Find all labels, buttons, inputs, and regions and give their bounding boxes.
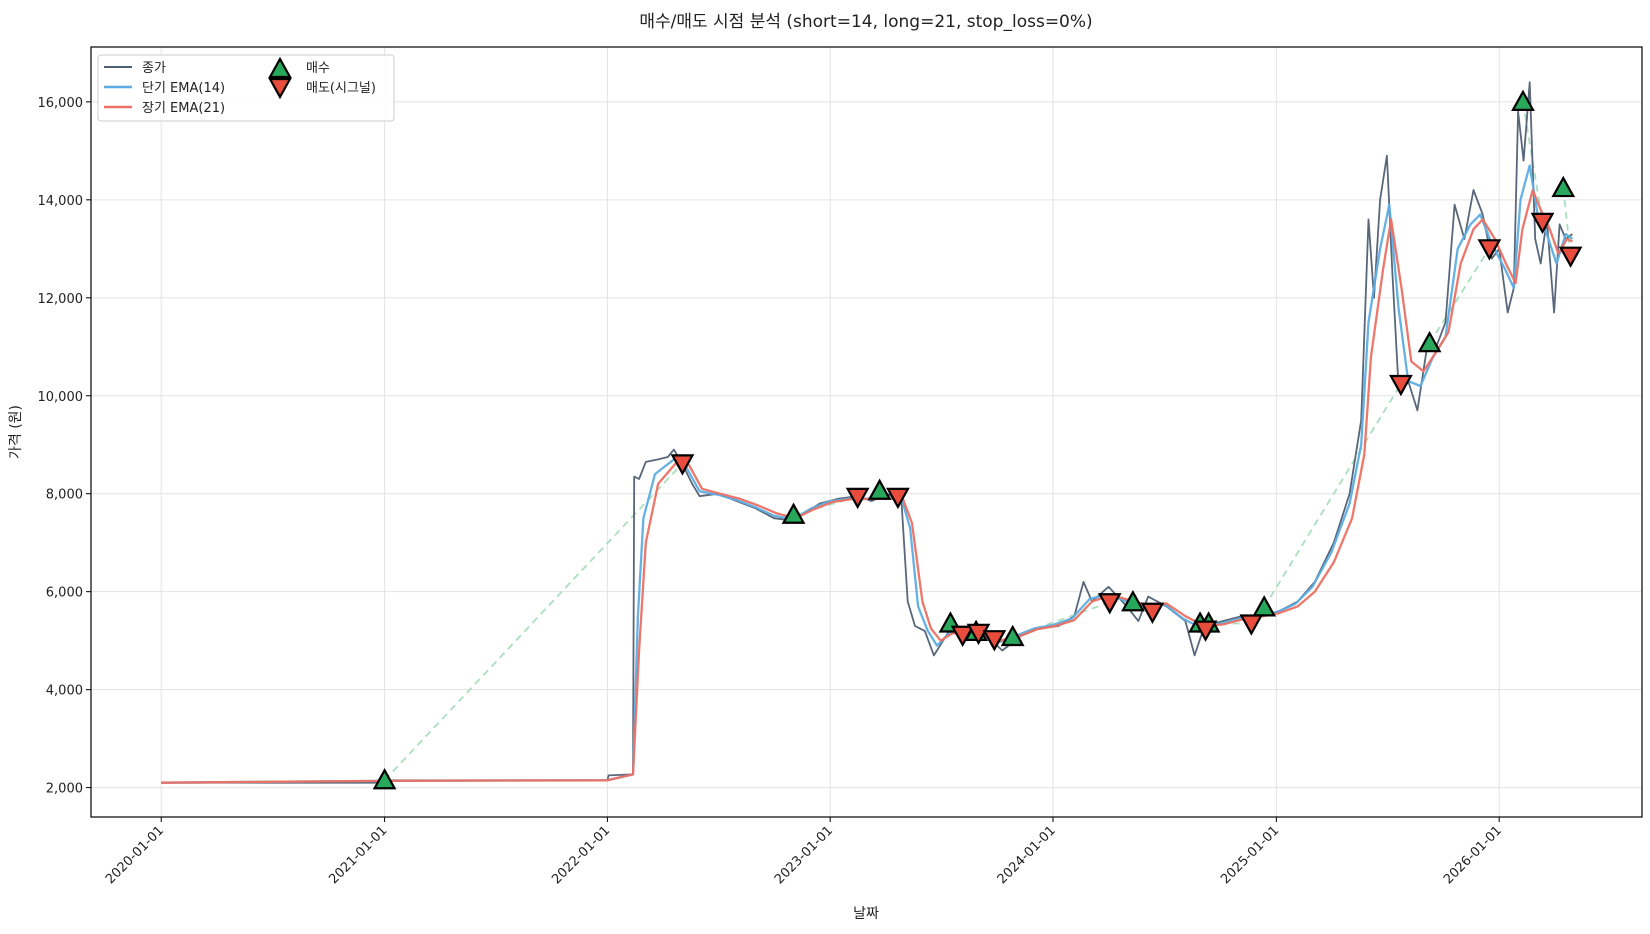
legend-label-ema-long: 장기 EMA(21) [142, 101, 225, 116]
sell-marker [1239, 614, 1264, 636]
buy-marker [781, 502, 806, 524]
sell-marker [1097, 593, 1122, 615]
legend-label-ema-short: 단기 EMA(14) [142, 81, 225, 96]
y-tick-label: 12,000 [38, 292, 84, 307]
sell-marker [1477, 239, 1502, 261]
legend: 종가 단기 EMA(14) 장기 EMA(21) 매수 매도(시그널) [97, 54, 395, 122]
sell-marker [1389, 374, 1413, 397]
x-tick-label: 2021-01-01 [326, 823, 390, 887]
x-axis-label: 날짜 [853, 906, 879, 922]
sell-marker [886, 487, 910, 510]
x-tick-label: 2025-01-01 [1218, 823, 1282, 887]
sell-marker [670, 454, 695, 476]
sell-marker [1193, 620, 1218, 642]
y-tick-label: 8,000 [46, 488, 83, 503]
sell-marker [1558, 246, 1583, 268]
x-tick-label: 2020-01-01 [103, 823, 167, 887]
y-tick-label: 4,000 [46, 684, 83, 699]
sell-marker [845, 487, 870, 510]
legend-label-close: 종가 [142, 61, 166, 76]
sell-marker [982, 630, 1007, 652]
y-axis: 2,000 4,000 6,000 8,000 10,000 12,000 14,000 16… [38, 96, 91, 797]
x-tick-label: 2024-01-01 [995, 823, 1059, 887]
signal-markers [372, 89, 1583, 790]
trade-line [1428, 247, 1491, 344]
x-tick-label: 2023-01-01 [772, 823, 836, 887]
x-tick-label: 2022-01-01 [549, 823, 613, 887]
legend-label-buy: 매수 [306, 61, 330, 76]
buy-marker [1511, 89, 1535, 111]
sell-marker [1530, 212, 1555, 235]
y-tick-label: 16,000 [38, 96, 84, 111]
buy-marker [1551, 175, 1576, 198]
buy-marker [1121, 589, 1145, 612]
sell-marker [1140, 602, 1165, 625]
close-price-line [161, 81, 1573, 784]
x-tick-label: 2026-01-01 [1441, 823, 1505, 887]
chart-title: 매수/매도 시점 분석 (short=14, long=21, stop_los… [639, 12, 1092, 32]
trade-lines [383, 101, 1572, 781]
legend-sell-icon [268, 77, 292, 100]
buy-marker [372, 767, 397, 790]
buy-marker [1417, 330, 1442, 353]
sell-marker [966, 623, 991, 646]
trade-line [1263, 383, 1402, 608]
ema-long-line [161, 188, 1573, 784]
y-tick-label: 14,000 [38, 194, 84, 209]
sell-marker [950, 625, 975, 648]
y-tick-label: 10,000 [38, 390, 84, 405]
plot-frame [90, 46, 1643, 818]
series-lines [161, 81, 1574, 784]
y-tick-label: 6,000 [46, 586, 83, 601]
y-tick-label: 2,000 [46, 782, 83, 797]
y-axis-label: 가격 (원) [8, 405, 24, 459]
grid [91, 47, 1642, 817]
legend-label-sell: 매도(시그널) [306, 81, 376, 96]
legend-buy-icon [268, 56, 292, 79]
x-axis: 2020-01-01 2021-01-01 2022-01-01 2023-01-01… [103, 817, 1505, 887]
buy-marker [1252, 595, 1277, 617]
trade-line [383, 462, 684, 781]
buy-marker [867, 478, 892, 500]
buy-marker [1000, 624, 1025, 647]
